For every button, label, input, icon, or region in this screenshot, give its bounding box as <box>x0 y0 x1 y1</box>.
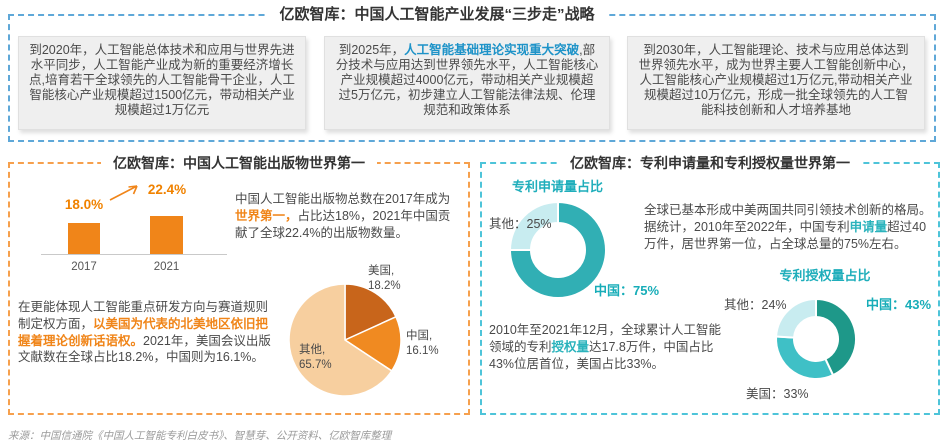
pie-label-others-value: 65.7% <box>299 358 332 371</box>
patent-grants-highlight: 授权量 <box>551 339 590 354</box>
strategy-box-2030: 到2030年，人工智能理论、技术与应用总体达到世界领先水平，成为世界主要人工智能… <box>627 36 925 130</box>
pie-label-china-value: 16.1% <box>406 344 439 357</box>
pie-slice-中国 <box>508 200 607 299</box>
patent-grants-text: 2010年至2021年12月，全球累计人工智能领域的专利授权量达17.8万件，中… <box>489 322 723 372</box>
publications-summary-text: 中国人工智能出版物总数在2017年成为世界第一，占比达18%，2021年中国贡献… <box>235 191 461 241</box>
pie-slice-其他 <box>775 297 817 339</box>
publications-bar-chart: 18.0% 22.4% 2017 2021 <box>25 181 230 273</box>
patent-grants-pre: 2010年至2021年12月，全球累计人工智能领域的专利 <box>489 323 722 354</box>
bar-category-2017: 2017 <box>71 261 97 273</box>
pie-slice-其他 <box>288 283 393 397</box>
publications-summary-pre: 中国人工智能出版物总数在2017年成为 <box>235 192 451 206</box>
increase-arrow-icon <box>109 185 138 201</box>
pie-label-usa: 美国, 18.2% <box>368 264 401 294</box>
pie-label-china: 中国, 16.1% <box>406 329 439 359</box>
patent-grants-post: 达17.8万件，中国占比43%位居首位，美国占比33%。 <box>489 339 714 371</box>
pie-slice-美国 <box>775 335 835 380</box>
bar-chart-axis <box>41 254 227 255</box>
conference-publications-highlight: 以美国为代表的北美地区依旧把握着理论创新话语权。 <box>18 316 269 348</box>
grants-label-usa: 美国：33% <box>746 387 809 401</box>
pie-label-others-name: 其他, <box>299 344 326 356</box>
source-note: 来源：中国信通院《中国人工智能专利白皮书》、智慧芽、公开资料、亿欧智库整理 <box>8 430 392 442</box>
pie-label-usa-value: 18.2% <box>368 279 401 292</box>
pie-slice-中国 <box>815 297 857 377</box>
conference-publications-pre: 在更能体现人工智能重点研发方向与赛道规则制定权方面， <box>18 300 269 331</box>
grants-label-others: 其他：24% <box>724 298 787 312</box>
strategy-box-2020: 到2020年，人工智能总体技术和应用与世界先进水平同步，人工智能产业成为新的重要… <box>18 36 306 130</box>
patent-applications-post: 超过40万件，居世界第一位，占全球总量的75%左右。 <box>644 219 927 251</box>
bar-2021 <box>150 215 183 254</box>
patent-applications-highlight: 申请量 <box>849 219 888 234</box>
bar-value-2021: 22.4% <box>147 182 187 197</box>
pie-slice-美国 <box>344 283 397 342</box>
conference-publications-text: 在更能体现人工智能重点研发方向与赛道规则制定权方面，以美国为代表的北美地区依旧把… <box>18 299 274 366</box>
strategy-box-2025: 到2025年，人工智能基础理论实现重大突破,部分技术与应用达到世界领先水平，人工… <box>324 36 610 130</box>
strategy-box-2025-text-rest: ,部分技术与应用达到世界领先水平，人工智能核心产业规模超过4000亿元，带动相关… <box>335 43 599 117</box>
patent-applications-pre: 全球已基本形成中美两国共同引领技术创新的格局。据统计，2010年至2022年，中… <box>644 203 932 234</box>
applications-label-others: 其他：25% <box>489 217 552 231</box>
pie-label-others: 其他, 65.7% <box>299 343 332 373</box>
conference-publications-post: 2021年，美国会议出版文献数在全球占比18.2%，中国则为16.1%。 <box>18 333 271 365</box>
applications-label-china: 中国：75% <box>594 283 660 298</box>
strategy-box-2025-text: 到2025年， <box>338 43 405 57</box>
publications-summary-post: 占比达18%，2021年中国贡献了全球22.4%的出版物数量。 <box>235 208 451 240</box>
pie-label-usa-name: 美国, <box>368 265 395 277</box>
grants-label-china: 中国：43% <box>866 297 932 312</box>
strategy-box-2020-text: 到2020年，人工智能总体技术和应用与世界先进水平同步，人工智能产业成为新的重要… <box>29 43 295 117</box>
strategy-section-title: 亿欧智库：中国人工智能产业发展“三步走”战略 <box>267 3 607 24</box>
publications-pie-chart <box>288 283 402 397</box>
patents-section-title: 亿欧智库：专利申请量和专利授权量世界第一 <box>558 153 862 173</box>
patent-applications-donut-title: 专利申请量占比 <box>512 179 604 194</box>
patent-grants-donut-chart <box>775 297 857 380</box>
strategy-box-2030-text: 到2030年，人工智能理论、技术与应用总体达到世界领先水平，成为世界主要人工智能… <box>638 43 914 117</box>
bar-category-2021: 2021 <box>153 261 180 273</box>
patent-grants-donut-title: 专利授权量占比 <box>779 268 871 283</box>
pie-slice-其他 <box>508 200 559 251</box>
patent-applications-text: 全球已基本形成中美两国共同引领技术创新的格局。据统计，2010年至2022年，中… <box>644 202 934 252</box>
pie-slice-中国 <box>343 315 402 372</box>
pie-label-china-name: 中国, <box>406 330 433 342</box>
publications-section-title: 亿欧智库：中国人工智能出版物世界第一 <box>101 153 377 173</box>
bar-2017 <box>68 223 100 254</box>
strategy-box-2025-highlight: 人工智能基础理论实现重大突破 <box>404 43 580 57</box>
publications-summary-highlight: 世界第一， <box>235 208 298 223</box>
bar-value-2017: 18.0% <box>64 197 104 212</box>
patent-applications-donut-chart <box>508 200 607 299</box>
